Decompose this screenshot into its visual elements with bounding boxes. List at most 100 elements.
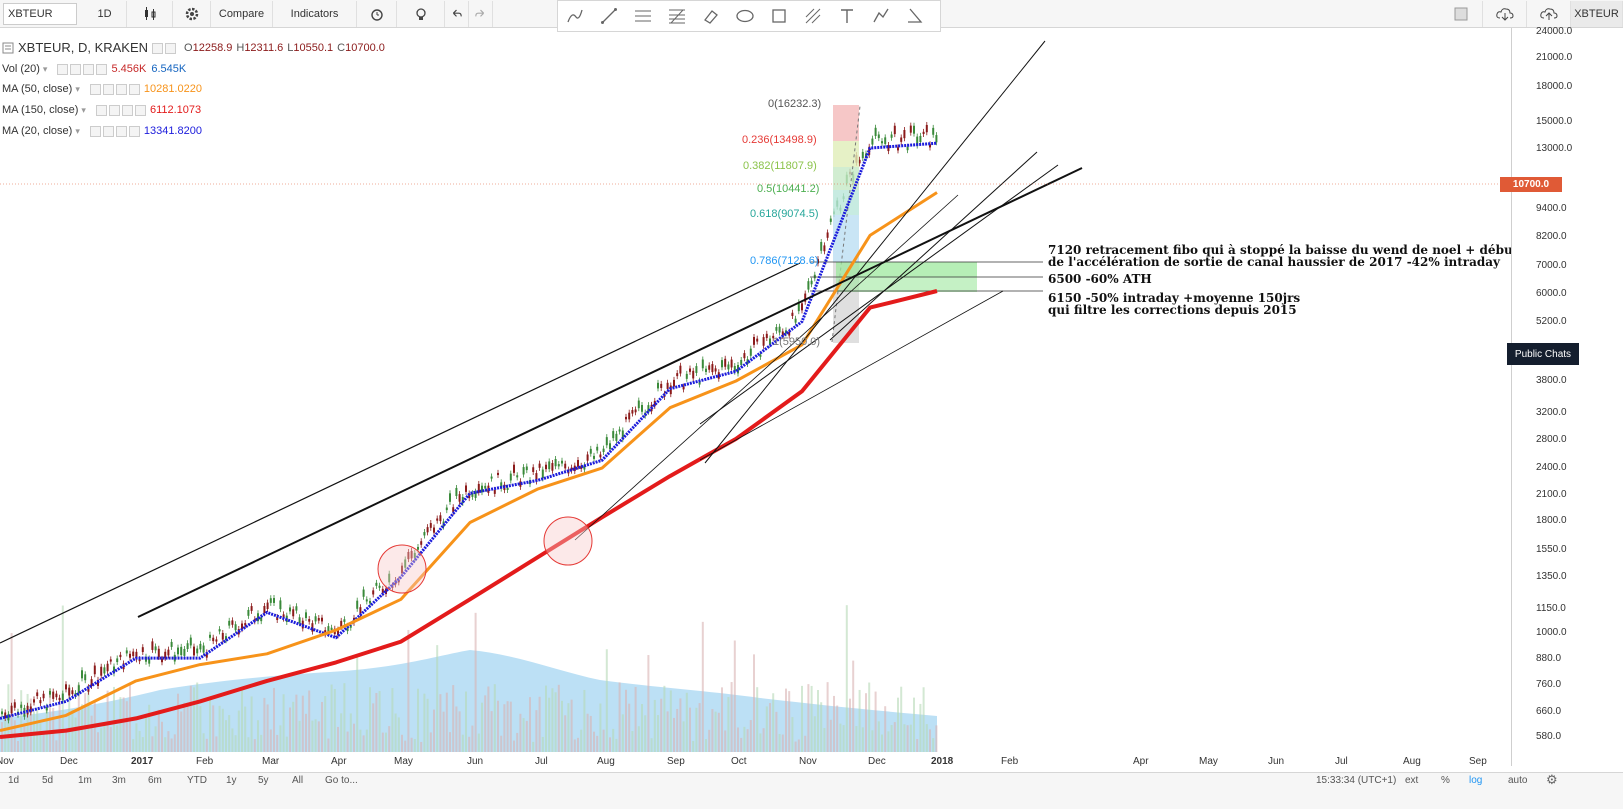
volume-bar xyxy=(596,735,599,752)
chart-style-button[interactable] xyxy=(127,0,173,27)
volume-controls[interactable] xyxy=(57,63,108,75)
idea-button[interactable] xyxy=(397,0,445,27)
shape-tool[interactable] xyxy=(728,3,762,29)
ma150-controls[interactable] xyxy=(95,104,146,116)
candle-body xyxy=(618,429,621,432)
eraser-tool[interactable] xyxy=(694,3,728,29)
candle-body xyxy=(375,582,378,586)
layout-button[interactable] xyxy=(1439,1,1483,27)
range-button[interactable]: All xyxy=(292,775,304,786)
candle-body xyxy=(874,127,877,137)
volume-bar xyxy=(333,688,336,752)
range-button[interactable]: 6m xyxy=(148,775,162,786)
chevron-down-icon[interactable]: ▾ xyxy=(42,63,48,74)
range-button[interactable]: 1m xyxy=(78,775,92,786)
volume-bar xyxy=(292,701,295,752)
volume-bar xyxy=(874,691,877,752)
candle-body xyxy=(65,684,67,690)
add-alert-button[interactable] xyxy=(357,0,397,27)
candle-body xyxy=(673,379,675,387)
compare-button[interactable]: Compare xyxy=(211,0,273,27)
volume-bar xyxy=(516,732,519,752)
candle-body xyxy=(10,705,13,714)
symbol-label-right[interactable]: XBTEUR xyxy=(1571,1,1623,27)
price-tick-label: 2800.0 xyxy=(1536,434,1567,445)
volume-bar xyxy=(522,718,525,752)
candle-body xyxy=(407,551,410,560)
highlight-circle xyxy=(543,516,593,566)
candle-body xyxy=(545,464,547,470)
price-tick-label: 7000.0 xyxy=(1536,260,1567,271)
range-button[interactable]: 5d xyxy=(42,775,54,786)
candle-body xyxy=(87,687,90,692)
trend-line-tool[interactable] xyxy=(592,3,626,29)
price-tick-label: 2400.0 xyxy=(1536,462,1567,473)
gear-icon[interactable]: ⚙ xyxy=(1546,772,1558,787)
brush-tool[interactable] xyxy=(558,3,592,29)
range-button[interactable]: 5y xyxy=(258,775,269,786)
candle-body xyxy=(20,704,23,708)
chevron-down-icon[interactable]: ▾ xyxy=(75,125,80,136)
auto-toggle[interactable]: auto xyxy=(1508,775,1528,786)
price-axis[interactable] xyxy=(1511,28,1623,766)
save-chart-button[interactable] xyxy=(1527,1,1571,27)
range-button[interactable]: Go to... xyxy=(325,775,358,786)
candle-body xyxy=(369,600,371,604)
volume-bar xyxy=(154,726,157,752)
annotation-7120: 7120 retracement fibo qui à stoppé la ba… xyxy=(1048,244,1518,268)
fib-retracement-icon xyxy=(669,9,685,24)
volume-bar xyxy=(42,731,45,752)
range-button[interactable]: 3m xyxy=(112,775,126,786)
ext-toggle[interactable]: ext xyxy=(1405,775,1419,786)
range-button[interactable]: 1d xyxy=(8,775,20,786)
ma20-controls[interactable] xyxy=(89,125,140,137)
candle-body xyxy=(103,667,106,674)
collapse-legend-icon[interactable] xyxy=(2,42,14,54)
volume-bar xyxy=(650,738,653,752)
candle-body xyxy=(295,606,298,611)
volume-bar xyxy=(666,711,669,752)
range-button[interactable]: 1y xyxy=(226,775,237,786)
redo-button[interactable] xyxy=(469,0,493,27)
candle-body xyxy=(52,691,55,699)
trend-line-icon xyxy=(601,8,617,24)
fib-level-label: 0(16232.3) xyxy=(768,98,822,110)
candle-body xyxy=(932,127,935,135)
projection-tool[interactable] xyxy=(898,3,932,29)
ma50-controls[interactable] xyxy=(89,84,140,96)
legend-controls[interactable] xyxy=(152,42,177,54)
log-toggle[interactable]: log xyxy=(1469,775,1483,786)
percent-toggle[interactable]: % xyxy=(1441,775,1450,786)
horizontal-lines-tool[interactable] xyxy=(626,3,660,29)
candle-body xyxy=(161,658,163,663)
symbol-input[interactable]: XBTEUR xyxy=(3,2,77,25)
chevron-down-icon[interactable]: ▾ xyxy=(81,105,86,116)
pattern-tool[interactable] xyxy=(864,3,898,29)
candle-body xyxy=(209,634,211,638)
public-chats-button[interactable]: Public Chats xyxy=(1507,343,1579,365)
range-button[interactable]: YTD xyxy=(187,775,207,786)
measure-tool[interactable] xyxy=(796,3,830,29)
time-tick-label: Dec xyxy=(60,756,78,767)
indicators-button[interactable]: Indicators xyxy=(273,0,357,27)
candle-body xyxy=(916,136,919,146)
candle-body xyxy=(164,651,167,658)
volume-bar xyxy=(468,736,471,752)
interval-button[interactable]: 1D xyxy=(83,0,127,27)
fib-tool[interactable] xyxy=(660,3,694,29)
volume-bar xyxy=(557,684,560,752)
rectangle-icon xyxy=(772,9,786,23)
undo-button[interactable] xyxy=(445,0,469,27)
volume-bar xyxy=(244,706,247,752)
load-chart-button[interactable] xyxy=(1483,1,1527,27)
volume-bar xyxy=(906,725,909,752)
rectangle-tool[interactable] xyxy=(762,3,796,29)
chevron-down-icon[interactable]: ▾ xyxy=(75,84,80,95)
candle-body xyxy=(170,641,173,647)
price-chart[interactable] xyxy=(0,28,1511,766)
candle-body xyxy=(241,623,243,630)
volume-bar xyxy=(68,684,71,752)
text-tool[interactable] xyxy=(830,3,864,29)
time-tick-label: Apr xyxy=(331,756,347,767)
settings-button[interactable] xyxy=(173,0,211,27)
